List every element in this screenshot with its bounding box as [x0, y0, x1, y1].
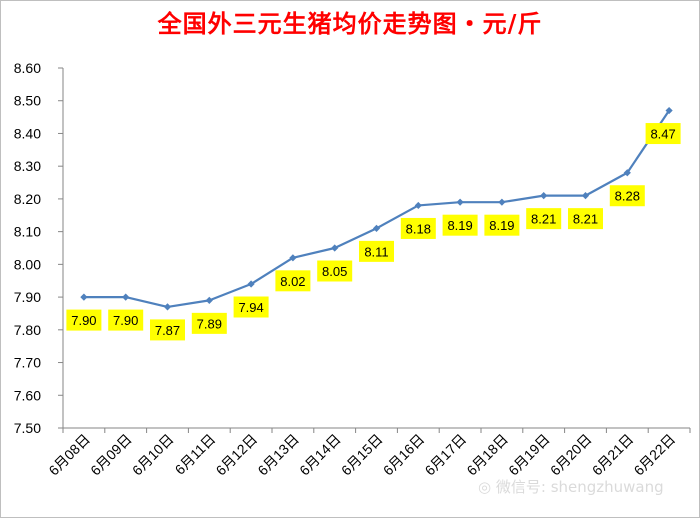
data-point [456, 198, 464, 206]
y-tick-label: 7.50 [14, 420, 41, 436]
data-point [581, 192, 590, 200]
data-label: 7.89 [197, 316, 222, 331]
data-point [122, 293, 130, 301]
x-tick-label: 6月19日 [505, 431, 553, 479]
data-label-box [66, 309, 102, 331]
data-point [623, 169, 631, 177]
data-point [331, 244, 339, 252]
x-tick-label: 6月17日 [422, 431, 470, 479]
x-tick-label: 6月09日 [87, 431, 135, 479]
x-tick-label: 6月12日 [213, 431, 261, 479]
y-tick-label: 8.50 [14, 93, 41, 109]
data-label: 7.94 [238, 300, 263, 315]
y-tick-label: 8.40 [14, 125, 41, 141]
data-label: 8.19 [489, 218, 514, 233]
data-label-box [442, 214, 478, 236]
data-point [163, 303, 172, 311]
x-tick-label: 6月10日 [129, 431, 177, 479]
y-tick-label: 8.60 [14, 60, 41, 76]
data-point [498, 198, 506, 206]
data-label: 8.47 [650, 127, 675, 142]
x-tick-label: 6月15日 [338, 431, 386, 479]
y-tick-label: 7.70 [14, 355, 41, 371]
x-tick-label: 6月08日 [45, 431, 93, 479]
data-label: 8.28 [615, 189, 640, 204]
data-label-box [233, 296, 269, 318]
data-label-box [108, 309, 144, 331]
data-point [540, 192, 548, 200]
x-tick-label: 6月18日 [463, 431, 511, 479]
data-label: 8.19 [447, 218, 472, 233]
y-tick-label: 7.80 [14, 322, 41, 338]
data-label: 8.18 [406, 221, 431, 236]
x-tick-label: 6月14日 [296, 431, 344, 479]
data-point [80, 293, 88, 301]
data-label-box [359, 240, 394, 262]
x-tick-label: 6月21日 [589, 431, 637, 479]
data-label: 8.05 [322, 264, 347, 279]
data-label-box [484, 214, 520, 236]
y-tick-label: 7.90 [14, 289, 41, 305]
data-label: 8.21 [573, 212, 598, 227]
data-label-box [645, 123, 681, 145]
y-tick-label: 8.30 [14, 158, 41, 174]
data-label-box [317, 260, 353, 282]
watermark: ◎ 微信号: shengzhuwang [478, 476, 664, 497]
data-label-box [609, 185, 645, 207]
data-point [247, 280, 255, 288]
x-tick-label: 6月20日 [547, 431, 595, 479]
y-tick-label: 8.20 [14, 191, 41, 207]
data-point [665, 106, 673, 115]
y-tick-label: 8.10 [14, 224, 41, 240]
y-tick-label: 7.60 [14, 387, 41, 403]
data-label: 7.90 [71, 313, 96, 328]
watermark-text: 微信号: shengzhuwang [495, 478, 664, 496]
data-label-box [400, 217, 436, 239]
data-point [205, 296, 213, 304]
data-label-box [526, 208, 562, 230]
data-label: 8.11 [364, 244, 388, 259]
data-point [372, 224, 381, 232]
data-label-box [191, 312, 227, 334]
x-tick-label: 6月22日 [631, 431, 679, 479]
data-point [414, 201, 422, 210]
data-label-box [150, 319, 185, 341]
data-label-box [568, 208, 603, 230]
wechat-icon: ◎ [478, 478, 492, 496]
data-label: 8.02 [280, 274, 305, 289]
data-label: 7.90 [113, 313, 138, 328]
data-label: 8.21 [531, 212, 556, 227]
y-tick-label: 8.00 [14, 256, 41, 272]
x-tick-label: 6月16日 [380, 431, 428, 479]
data-label: 7.87 [155, 323, 180, 338]
data-point [289, 254, 297, 262]
data-label-box [275, 270, 311, 292]
x-tick-label: 6月13日 [254, 431, 302, 479]
x-tick-label: 6月11日 [172, 431, 219, 478]
chart-title: 全国外三元生猪均价走势图・元/斤 [157, 9, 543, 38]
